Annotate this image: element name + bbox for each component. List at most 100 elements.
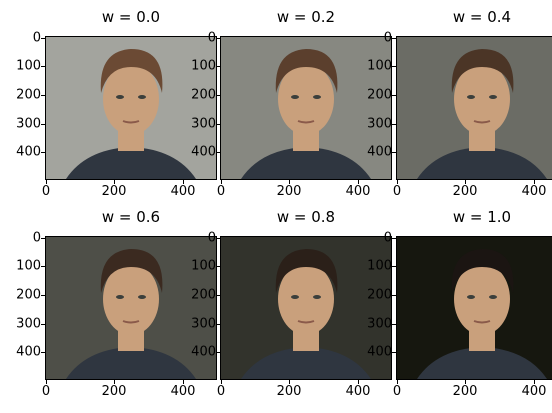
y-tick-mark: [216, 324, 220, 325]
subplot-1: w = 0.0 0 100 200 300 400 0 200 400: [16, 8, 217, 208]
mouth: [473, 120, 491, 124]
y-tick-mark: [41, 152, 45, 153]
x-tick-mark: [397, 180, 398, 184]
y-tick-mark: [41, 324, 45, 325]
x-tick-mark: [289, 180, 290, 184]
right-eye: [138, 295, 146, 299]
y-tick-label: 100: [367, 58, 392, 74]
y-tick-label: 400: [16, 344, 41, 360]
image-axes: [220, 236, 392, 380]
image-axes: [396, 236, 552, 380]
x-tick-mark: [358, 180, 359, 184]
y-tick-mark: [216, 152, 220, 153]
x-tick-label: 0: [216, 184, 226, 199]
image-axes: [220, 36, 392, 180]
x-tick-mark: [289, 380, 290, 384]
left-eye: [467, 95, 475, 99]
shirt: [417, 347, 547, 379]
y-tick-label: 200: [367, 287, 392, 303]
y-tick-mark: [41, 266, 45, 267]
subplot-5: w = 0.8 0 100 200 300 400 0 200 400: [191, 208, 392, 408]
face: [278, 263, 334, 335]
left-eye: [116, 295, 124, 299]
portrait-image: [46, 37, 216, 179]
x-tick-label: 0: [41, 184, 51, 199]
x-tick-label: 400: [170, 184, 196, 199]
neck: [118, 329, 144, 351]
x-tick-label: 400: [345, 384, 371, 399]
y-tick-mark: [392, 266, 396, 267]
neck: [118, 129, 144, 151]
right-eye: [489, 295, 497, 299]
y-tick-label: 0: [207, 230, 216, 246]
shirt: [241, 347, 371, 379]
y-tick-label: 300: [16, 116, 41, 132]
image-axes: [396, 36, 552, 180]
x-tick-label: 200: [101, 384, 127, 399]
y-tick-mark: [216, 38, 220, 39]
portrait-image: [46, 237, 216, 379]
mouth: [297, 320, 315, 324]
subplot-title: w = 0.2: [276, 8, 336, 26]
y-tick-mark: [41, 238, 45, 239]
y-tick-mark: [216, 238, 220, 239]
right-eye: [313, 295, 321, 299]
y-tick-label: 100: [16, 258, 41, 274]
subplot-6: w = 1.0 0 100 200 300 400 0 200 400: [367, 208, 552, 408]
y-tick-label: 200: [16, 287, 41, 303]
y-tick-label: 300: [16, 316, 41, 332]
y-tick-label: 400: [191, 344, 216, 360]
shirt: [66, 347, 196, 379]
y-tick-label: 300: [191, 116, 216, 132]
y-tick-label: 300: [191, 316, 216, 332]
y-tick-mark: [216, 95, 220, 96]
x-tick-label: 0: [392, 184, 402, 199]
y-tick-label: 0: [207, 30, 216, 46]
subplot-3: w = 0.4 0 100 200 300 400 0 200 400: [367, 8, 552, 208]
face: [454, 63, 510, 135]
y-tick-label: 0: [32, 230, 41, 246]
x-tick-mark: [358, 380, 359, 384]
portrait-image: [397, 37, 552, 179]
y-tick-label: 0: [383, 30, 392, 46]
portrait-image: [397, 237, 552, 379]
y-tick-label: 400: [191, 144, 216, 160]
image-axes: [45, 36, 217, 180]
x-tick-mark: [183, 380, 184, 384]
y-tick-label: 300: [367, 316, 392, 332]
neck: [293, 129, 319, 151]
portrait-image: [221, 37, 391, 179]
x-tick-mark: [114, 380, 115, 384]
x-tick-mark: [534, 180, 535, 184]
x-tick-label: 400: [170, 384, 196, 399]
y-tick-mark: [392, 152, 396, 153]
x-tick-label: 200: [452, 384, 478, 399]
neck: [469, 329, 495, 351]
x-tick-label: 400: [345, 184, 371, 199]
y-tick-mark: [216, 66, 220, 67]
mouth: [473, 320, 491, 324]
y-tick-mark: [41, 66, 45, 67]
y-tick-label: 400: [16, 144, 41, 160]
shirt: [417, 147, 547, 179]
right-eye: [489, 95, 497, 99]
hair: [275, 249, 338, 293]
portrait-image: [221, 237, 391, 379]
x-tick-label: 0: [41, 384, 51, 399]
y-tick-mark: [392, 38, 396, 39]
hair: [275, 49, 338, 93]
x-tick-mark: [465, 180, 466, 184]
left-eye: [291, 295, 299, 299]
left-eye: [467, 295, 475, 299]
x-tick-label: 0: [216, 384, 226, 399]
y-tick-mark: [392, 124, 396, 125]
mouth: [122, 320, 140, 324]
x-tick-label: 0: [392, 384, 402, 399]
subplot-title: w = 0.0: [101, 8, 161, 26]
y-tick-mark: [41, 124, 45, 125]
y-tick-label: 0: [383, 230, 392, 246]
y-tick-mark: [392, 95, 396, 96]
shirt: [66, 147, 196, 179]
left-eye: [116, 95, 124, 99]
mouth: [122, 120, 140, 124]
